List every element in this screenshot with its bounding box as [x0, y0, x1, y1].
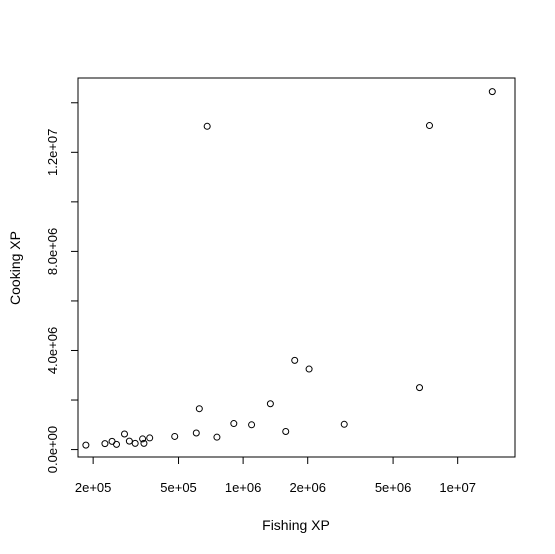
x-tick-label-1: 5e+05: [160, 480, 197, 495]
data-point-3: [113, 440, 121, 448]
data-point-20: [305, 365, 313, 373]
y-tick-label-2: 4.0e+06: [45, 327, 60, 374]
data-point-1: [101, 440, 109, 448]
data-point-7: [139, 435, 147, 443]
x-tick-label-5: 1e+07: [439, 480, 476, 495]
data-point-11: [192, 429, 200, 437]
y-tick-label-4: 8.0e+06: [45, 228, 60, 275]
data-point-4: [120, 430, 128, 438]
plot-box: [77, 77, 516, 458]
data-point-10: [171, 432, 179, 440]
data-point-23: [425, 122, 433, 130]
x-ticks: 2e+05 5e+05 1e+06 2e+06 5e+06 1e+07: [75, 457, 476, 495]
data-point-13: [203, 122, 211, 130]
data-point-15: [230, 420, 238, 428]
data-point-18: [282, 427, 290, 435]
y-tick-label-6: 1.2e+07: [45, 129, 60, 176]
data-point-8: [140, 439, 148, 447]
data-point-12: [195, 405, 203, 413]
data-points: [82, 88, 496, 449]
data-point-21: [340, 420, 348, 428]
data-point-17: [266, 400, 274, 408]
y-tick-label-0: 0.0e+00: [45, 426, 60, 473]
x-tick-label-3: 2e+06: [289, 480, 326, 495]
x-axis-title: Fishing XP: [262, 517, 330, 533]
data-point-16: [248, 421, 256, 429]
data-point-5: [125, 437, 133, 445]
x-tick-label-2: 1e+06: [225, 480, 262, 495]
y-axis-title: Cooking XP: [7, 231, 23, 305]
data-point-24: [488, 88, 496, 96]
data-point-19: [291, 356, 299, 364]
data-point-0: [82, 441, 90, 449]
x-tick-label-0: 2e+05: [75, 480, 112, 495]
data-point-14: [213, 433, 221, 441]
x-tick-label-4: 5e+06: [375, 480, 412, 495]
data-point-9: [146, 434, 154, 442]
data-point-6: [131, 439, 139, 447]
data-point-22: [416, 384, 424, 392]
y-ticks: 0.0e+00 4.0e+06 8.0e+06 1.2e+07: [45, 102, 78, 473]
